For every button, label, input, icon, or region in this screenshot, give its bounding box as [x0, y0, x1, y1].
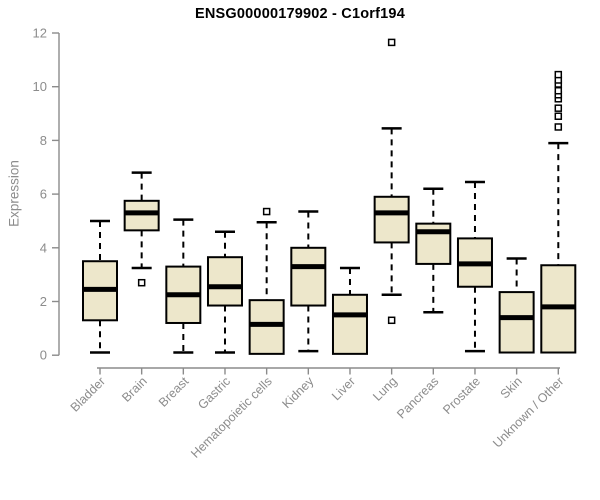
- y-tick-label: 10: [33, 79, 47, 94]
- x-tick-label: Hematopoietic cells: [188, 374, 275, 461]
- box-plot-lung: [373, 38, 410, 325]
- y-axis-title: Expression: [6, 160, 22, 227]
- iqr-box: [373, 195, 410, 244]
- outlier-point: [554, 104, 563, 112]
- iqr-box: [498, 291, 535, 354]
- box-plot-prostate: [456, 180, 493, 353]
- box-plot-bladder: [82, 219, 118, 354]
- y-tick-label: 12: [33, 26, 47, 41]
- box-plot-kidney: [290, 210, 327, 353]
- x-tick-label: Skin: [498, 374, 525, 401]
- outlier-point: [554, 86, 563, 95]
- chart-title: ENSG00000179902 - C1orf194: [195, 6, 405, 22]
- box-plot-liver: [331, 266, 368, 355]
- iqr-box: [331, 293, 368, 355]
- x-tick-label: Gastric: [195, 374, 233, 412]
- box-plot-gastric: [206, 230, 243, 354]
- y-tick-label: 2: [40, 294, 47, 309]
- outlier-point: [387, 316, 396, 325]
- iqr-box: [248, 299, 285, 355]
- box-plot-pancreas: [415, 187, 452, 314]
- box-plot-unknown-other: [540, 70, 577, 354]
- x-tick-label: Prostate: [440, 374, 483, 417]
- outlier-point: [262, 207, 271, 216]
- x-tick-label: Unknown / Other: [490, 374, 566, 450]
- outlier-point: [387, 38, 396, 47]
- box-plot-skin: [498, 257, 535, 354]
- x-tick-label: Pancreas: [394, 374, 441, 421]
- iqr-box: [290, 246, 327, 307]
- iqr-box: [206, 256, 243, 307]
- outlier-point: [554, 123, 563, 131]
- x-tick-label: Lung: [370, 374, 400, 404]
- box-plot-hematopoietic-cells: [248, 207, 285, 355]
- outlier-point: [137, 278, 146, 287]
- x-tick-label: Bladder: [68, 374, 108, 414]
- box-plot-breast: [165, 218, 202, 354]
- x-tick-label: Breast: [156, 374, 192, 410]
- y-tick-label: 4: [40, 240, 47, 255]
- y-tick-label: 0: [40, 348, 47, 363]
- y-tick-label: 6: [40, 187, 47, 202]
- y-tick-label: 8: [40, 133, 47, 148]
- x-tick-label: Liver: [329, 374, 358, 403]
- box-plot-brain: [123, 171, 160, 287]
- outlier-point: [554, 70, 563, 79]
- x-tick-label: Kidney: [280, 374, 317, 411]
- outlier-point: [554, 112, 563, 120]
- iqr-box: [123, 199, 160, 232]
- x-tick-label: Brain: [119, 374, 150, 405]
